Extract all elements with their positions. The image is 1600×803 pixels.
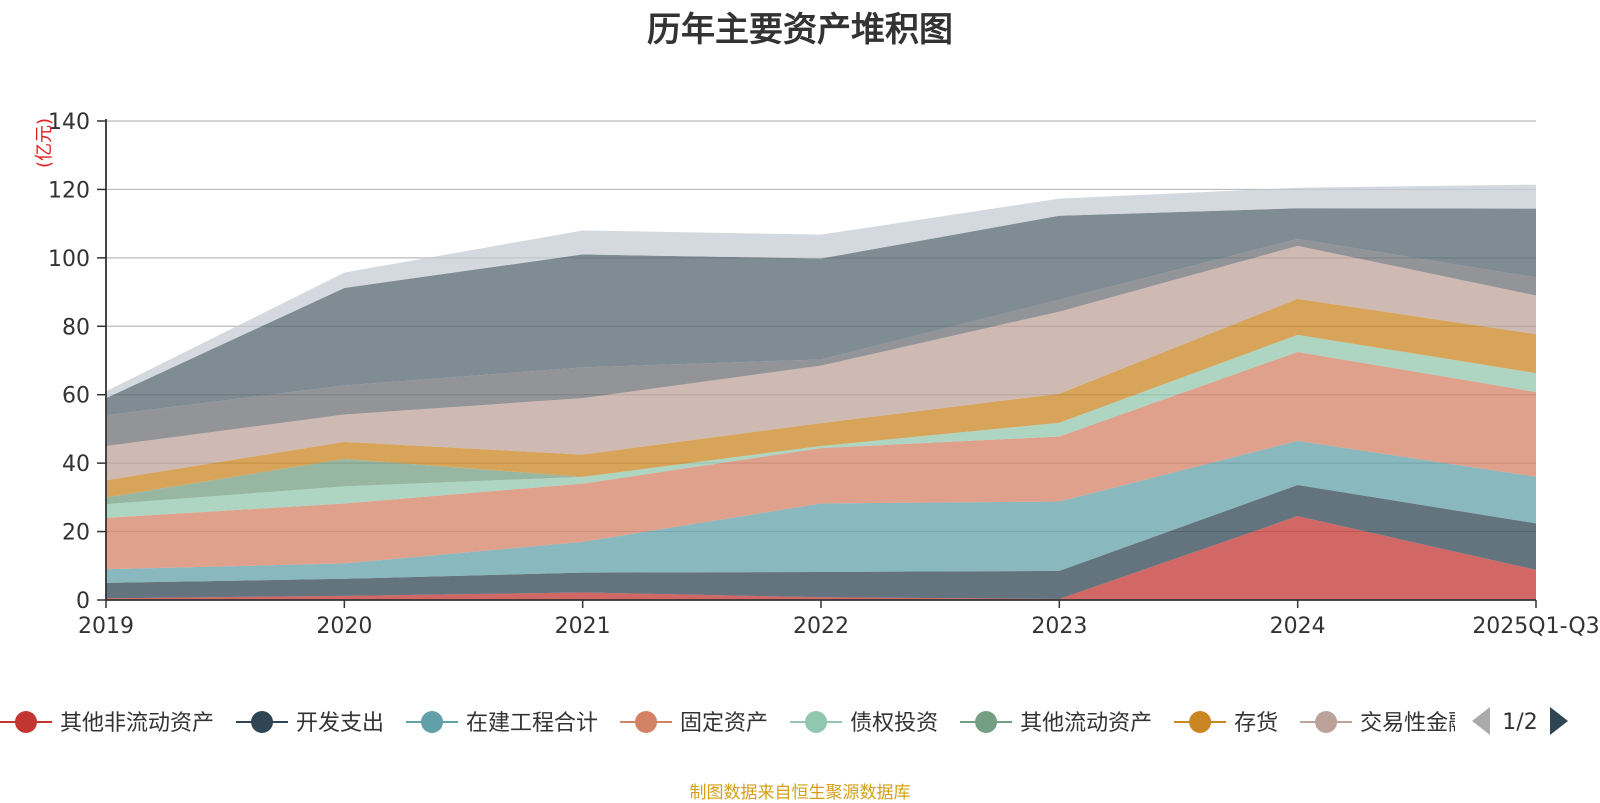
legend-label: 其他流动资产: [1020, 711, 1152, 736]
area-series[interactable]: [106, 298, 1536, 498]
legend-item[interactable]: 交易性金融资产: [1300, 711, 1514, 736]
x-tick-label: 2020: [316, 614, 372, 639]
axis-layer: 0 20 40 60 80 100 120 140 2019 2020 2021 2022 2023 20…: [48, 110, 1600, 639]
legend: 其他非流动资产 开发支出 在建工程合计 固定资产 债权投资 其他流动资产 存货 交易性金融资产…: [0, 707, 1568, 736]
legend-item[interactable]: 其他流动资产: [960, 711, 1152, 736]
area-series[interactable]: [106, 245, 1536, 481]
legend-marker-icon: [975, 711, 998, 733]
y-tick-label: 140: [48, 110, 90, 135]
legend-label: 开发支出: [296, 711, 384, 736]
x-tick-label: 2019: [78, 614, 134, 639]
legend-label: 交易性金融资产: [1360, 711, 1514, 736]
legend-prev-icon[interactable]: [1472, 707, 1490, 735]
y-tick-label: 60: [62, 384, 90, 409]
y-tick-label: 0: [76, 589, 90, 614]
legend-marker-icon: [1315, 711, 1338, 733]
y-tick-label: 80: [62, 315, 90, 340]
chart-title: 历年主要资产堆积图: [647, 10, 953, 50]
legend-item[interactable]: 在建工程合计: [406, 711, 598, 736]
legend-marker-icon: [1189, 711, 1212, 733]
y-axis-unit-label: (亿元): [34, 118, 55, 168]
area-layer: [106, 184, 1536, 600]
y-tick-label: 40: [62, 452, 90, 477]
legend-item[interactable]: 其他非流动资产: [0, 711, 214, 736]
legend-marker-icon: [421, 711, 444, 733]
area-series[interactable]: [106, 351, 1536, 570]
area-series[interactable]: [106, 440, 1536, 583]
legend-next-icon[interactable]: [1550, 707, 1568, 735]
legend-item[interactable]: 债权投资: [790, 711, 938, 736]
area-series[interactable]: [106, 334, 1536, 518]
y-tick-label: 100: [48, 247, 90, 272]
x-tick-label: 2021: [555, 614, 611, 639]
x-tick-label: 2024: [1270, 614, 1326, 639]
legend-item[interactable]: 固定资产: [620, 711, 768, 736]
y-tick-label: 20: [62, 521, 90, 546]
legend-label: 其他非流动资产: [60, 711, 214, 736]
x-tick-label: 2025Q1-Q3: [1472, 614, 1599, 639]
area-series[interactable]: [106, 208, 1536, 416]
legend-item[interactable]: 开发支出: [236, 711, 384, 736]
area-series[interactable]: [106, 516, 1536, 600]
legend-marker-icon: [251, 711, 274, 733]
legend-label: 固定资产: [680, 711, 768, 736]
legend-label: 在建工程合计: [466, 711, 598, 736]
legend-marker-icon: [805, 711, 828, 733]
area-series[interactable]: [106, 184, 1536, 399]
legend-label: 存货: [1234, 711, 1278, 736]
area-series[interactable]: [106, 239, 1536, 447]
legend-marker-icon: [635, 711, 658, 733]
legend-label: 债权投资: [850, 711, 938, 736]
x-tick-label: 2022: [793, 614, 849, 639]
legend-page-indicator: 1/2: [1502, 710, 1537, 735]
area-series[interactable]: [106, 485, 1536, 599]
source-note: 制图数据来自恒生聚源数据库: [689, 783, 911, 803]
x-tick-label: 2023: [1031, 614, 1087, 639]
y-tick-label: 120: [48, 178, 90, 203]
area-series[interactable]: [106, 334, 1536, 505]
legend-marker-icon: [15, 711, 37, 733]
legend-item[interactable]: 存货: [1174, 711, 1278, 736]
